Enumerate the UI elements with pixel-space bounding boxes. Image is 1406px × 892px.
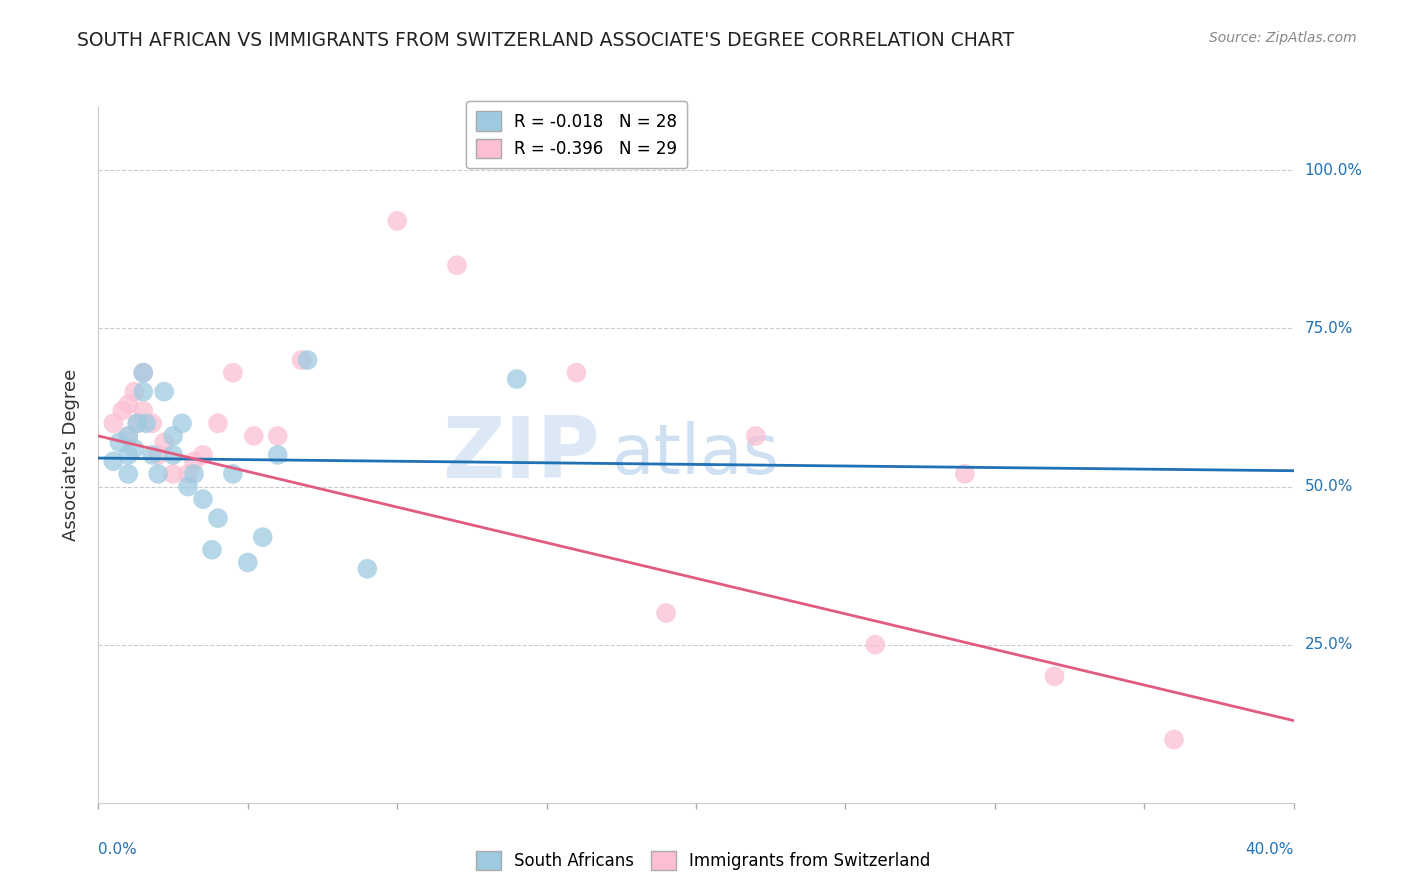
Point xyxy=(1043,669,1066,683)
Point xyxy=(103,454,125,468)
Point xyxy=(141,448,163,462)
Point xyxy=(132,366,155,380)
Point xyxy=(183,454,205,468)
Point xyxy=(446,258,468,272)
Point xyxy=(1163,732,1185,747)
Point xyxy=(117,429,139,443)
Point xyxy=(655,606,678,620)
Text: 75.0%: 75.0% xyxy=(1305,321,1353,336)
Text: 50.0%: 50.0% xyxy=(1305,479,1353,494)
Point xyxy=(117,448,139,462)
Point xyxy=(103,417,125,431)
Point xyxy=(132,403,155,417)
Point xyxy=(135,417,157,431)
Point xyxy=(177,467,200,481)
Point xyxy=(236,556,259,570)
Point xyxy=(177,479,200,493)
Point xyxy=(132,366,155,380)
Y-axis label: Associate's Degree: Associate's Degree xyxy=(62,368,80,541)
Point xyxy=(153,384,176,399)
Point xyxy=(117,429,139,443)
Point xyxy=(207,417,229,431)
Point xyxy=(183,467,205,481)
Legend: South Africans, Immigrants from Switzerland: South Africans, Immigrants from Switzerl… xyxy=(470,844,936,877)
Point xyxy=(127,417,149,431)
Point xyxy=(565,366,588,380)
Point xyxy=(506,372,529,386)
Point xyxy=(172,417,194,431)
Point xyxy=(148,467,170,481)
Point xyxy=(117,397,139,411)
Text: SOUTH AFRICAN VS IMMIGRANTS FROM SWITZERLAND ASSOCIATE'S DEGREE CORRELATION CHAR: SOUTH AFRICAN VS IMMIGRANTS FROM SWITZER… xyxy=(77,31,1015,50)
Point xyxy=(162,467,184,481)
Point xyxy=(297,353,319,368)
Point xyxy=(356,562,378,576)
Point xyxy=(132,384,155,399)
Point xyxy=(243,429,266,443)
Text: 40.0%: 40.0% xyxy=(1246,842,1294,856)
Point xyxy=(865,638,887,652)
Point xyxy=(207,511,229,525)
Point xyxy=(141,417,163,431)
Text: 100.0%: 100.0% xyxy=(1305,163,1362,178)
Point xyxy=(124,384,146,399)
Legend: R = -0.018   N = 28, R = -0.396   N = 29: R = -0.018 N = 28, R = -0.396 N = 29 xyxy=(465,102,688,169)
Point xyxy=(191,448,214,462)
Point xyxy=(124,442,146,456)
Point xyxy=(267,448,290,462)
Point xyxy=(162,429,184,443)
Point xyxy=(191,492,214,507)
Text: 0.0%: 0.0% xyxy=(98,842,138,856)
Text: ZIP: ZIP xyxy=(443,413,600,497)
Text: 25.0%: 25.0% xyxy=(1305,637,1353,652)
Point xyxy=(111,403,134,417)
Point xyxy=(267,429,290,443)
Text: atlas: atlas xyxy=(613,421,780,489)
Point xyxy=(953,467,976,481)
Text: Source: ZipAtlas.com: Source: ZipAtlas.com xyxy=(1209,31,1357,45)
Point xyxy=(153,435,176,450)
Point xyxy=(201,542,224,557)
Point xyxy=(108,435,131,450)
Point xyxy=(127,417,149,431)
Point xyxy=(117,467,139,481)
Point xyxy=(252,530,274,544)
Point xyxy=(745,429,768,443)
Point xyxy=(385,214,409,228)
Point xyxy=(148,448,170,462)
Point xyxy=(222,366,245,380)
Point xyxy=(291,353,314,368)
Point xyxy=(162,448,184,462)
Point xyxy=(222,467,245,481)
